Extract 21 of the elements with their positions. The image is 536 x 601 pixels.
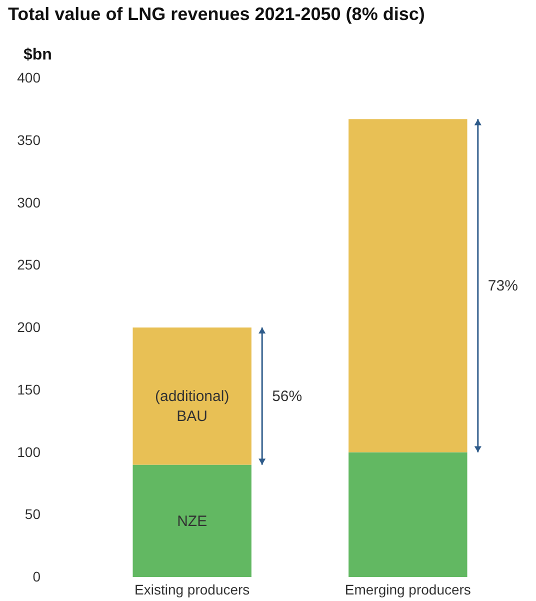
y-tick-label: 50 [24, 506, 41, 522]
y-tick-label: 400 [17, 70, 41, 86]
y-tick-label: 250 [17, 256, 41, 273]
x-tick-label: Existing producers [134, 582, 250, 598]
y-tick-label: 150 [17, 381, 41, 398]
bar [132, 464, 252, 577]
y-tick-label: 200 [17, 319, 41, 335]
series-label: (additional) BAU [154, 388, 230, 426]
y-axis-title: $bn [24, 46, 52, 64]
bar [348, 119, 468, 452]
chart-title: Total value of LNG revenues 2021-2050 (8% disc) [8, 4, 425, 24]
annotation: 56% [272, 388, 302, 406]
annotation: 73% [488, 278, 518, 295]
y-tick-label: 0 [32, 568, 41, 584]
y-tick-label: 300 [17, 194, 41, 210]
y-tick-label: 100 [17, 444, 41, 460]
bar [348, 452, 468, 577]
bar [132, 328, 252, 465]
series-label: NZE [177, 512, 208, 530]
y-tick-label: 350 [17, 132, 41, 148]
x-tick-label: Emerging producers [344, 582, 471, 598]
